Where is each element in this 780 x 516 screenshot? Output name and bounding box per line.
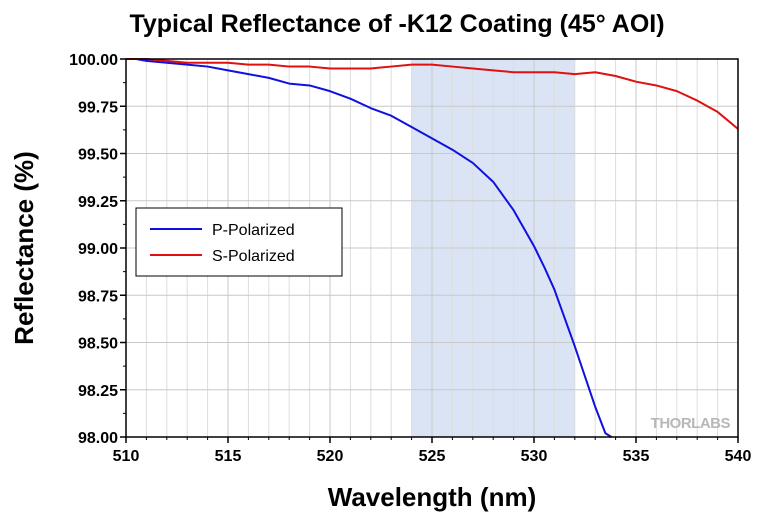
- tick-layer: 510 515 520 525 530 535 540 98.00 98.25 98.50 98.7…: [69, 52, 751, 465]
- y-tick-label: 99.50: [78, 147, 118, 164]
- y-tick-label: 99.25: [78, 194, 118, 211]
- x-tick-label: 520: [317, 448, 344, 465]
- series-line-p-polarized: [126, 58, 613, 438]
- x-tick-label: 525: [419, 448, 446, 465]
- y-tick-label: 99.00: [78, 241, 118, 258]
- x-axis-label: Wavelength (nm): [328, 482, 536, 512]
- x-tick-label: 515: [215, 448, 242, 465]
- y-tick-label: 98.50: [78, 336, 118, 353]
- y-axis-label: Reflectance (%): [9, 151, 39, 345]
- thorlabs-watermark: THORLABS: [651, 415, 731, 432]
- legend-label-p-polarized: P-Polarized: [212, 222, 295, 239]
- x-tick-label: 530: [521, 448, 548, 465]
- series-layer: [126, 58, 739, 438]
- x-tick-label: 510: [113, 448, 140, 465]
- y-tick-label: 98.25: [78, 383, 118, 400]
- legend-label-s-polarized: S-Polarized: [212, 248, 295, 265]
- y-tick-label: 99.75: [78, 99, 118, 116]
- x-tick-label: 540: [725, 448, 752, 465]
- series-line-s-polarized: [126, 58, 739, 130]
- y-tick-label: 98.75: [78, 288, 118, 305]
- legend-box: [135, 207, 343, 277]
- chart-title: Typical Reflectance of -K12 Coating (45°…: [129, 10, 664, 38]
- legend: P-Polarized S-Polarized: [135, 207, 343, 277]
- y-tick-label: 98.00: [78, 430, 118, 447]
- y-tick-label: 100.00: [69, 52, 118, 69]
- x-tick-label: 535: [623, 448, 650, 465]
